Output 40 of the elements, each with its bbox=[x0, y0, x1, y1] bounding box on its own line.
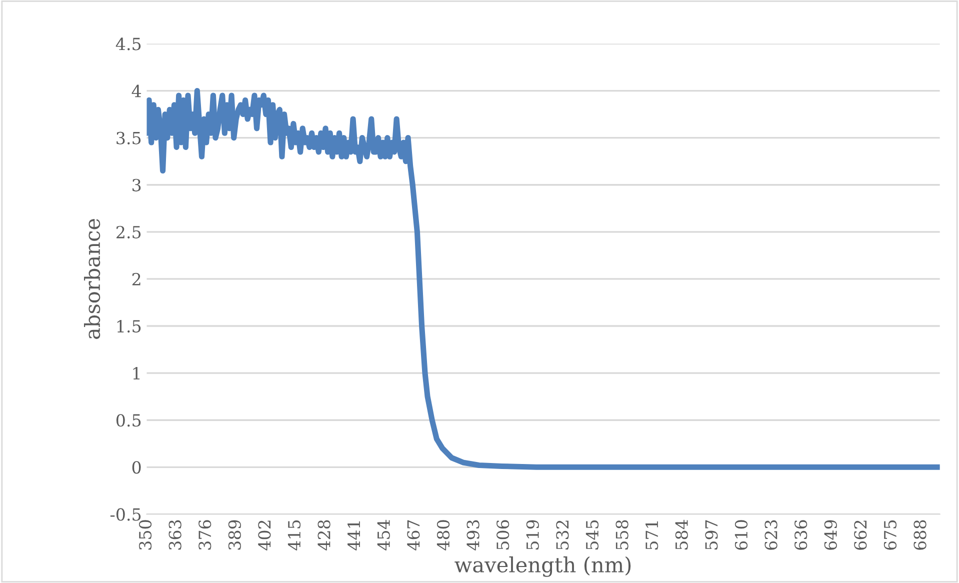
y-tick-label: 4.5 bbox=[116, 38, 141, 50]
y-tick-label: 3.5 bbox=[116, 132, 141, 144]
x-tick-label: 506 bbox=[496, 520, 510, 550]
y-tick-label: 1 bbox=[133, 367, 140, 380]
y-tick-label: -0.5 bbox=[110, 508, 141, 521]
x-tick-label: 467 bbox=[407, 520, 420, 550]
x-tick-label: 597 bbox=[705, 520, 718, 550]
x-tick-label: 415 bbox=[288, 520, 301, 550]
x-tick-label: 610 bbox=[734, 520, 748, 550]
x-axis-title: wavelength (nm) bbox=[454, 556, 631, 577]
y-tick-label: 2.5 bbox=[116, 226, 141, 238]
x-tick-label: 584 bbox=[675, 520, 688, 550]
x-tick-label: 454 bbox=[377, 520, 390, 550]
x-tick-label: 493 bbox=[466, 520, 480, 550]
x-tick-label: 480 bbox=[436, 520, 450, 550]
y-tick-label: 2 bbox=[132, 272, 140, 286]
y-tick-label: 1.5 bbox=[117, 320, 141, 333]
x-tick-label: 636 bbox=[794, 520, 808, 550]
x-tick-label: 532 bbox=[556, 520, 569, 550]
x-tick-label: 688 bbox=[914, 520, 926, 550]
y-tick-label: 3 bbox=[132, 178, 141, 192]
x-tick-label: 519 bbox=[526, 520, 539, 550]
x-tick-label: 402 bbox=[258, 520, 271, 550]
x-tick-label: 363 bbox=[168, 520, 182, 550]
x-tick-label: 428 bbox=[318, 520, 330, 550]
x-tick-label: 441 bbox=[348, 521, 360, 550]
y-axis-title: absorbance bbox=[84, 218, 100, 339]
x-tick-label: 649 bbox=[824, 520, 837, 550]
x-tick-label: 376 bbox=[198, 520, 212, 550]
x-tick-label: 662 bbox=[854, 520, 867, 550]
x-tick-label: 350 bbox=[138, 520, 152, 550]
x-tick-label: 389 bbox=[228, 520, 241, 550]
x-tick-label: 623 bbox=[764, 520, 778, 550]
x-tick-label: 545 bbox=[586, 520, 599, 550]
y-tick-label: 0 bbox=[132, 461, 141, 474]
x-tick-label: 675 bbox=[884, 520, 897, 550]
x-tick-label: 571 bbox=[646, 521, 658, 550]
y-tick-label: 4 bbox=[132, 84, 142, 98]
y-tick-label: 0.5 bbox=[116, 414, 141, 427]
x-tick-label: 558 bbox=[616, 520, 628, 550]
